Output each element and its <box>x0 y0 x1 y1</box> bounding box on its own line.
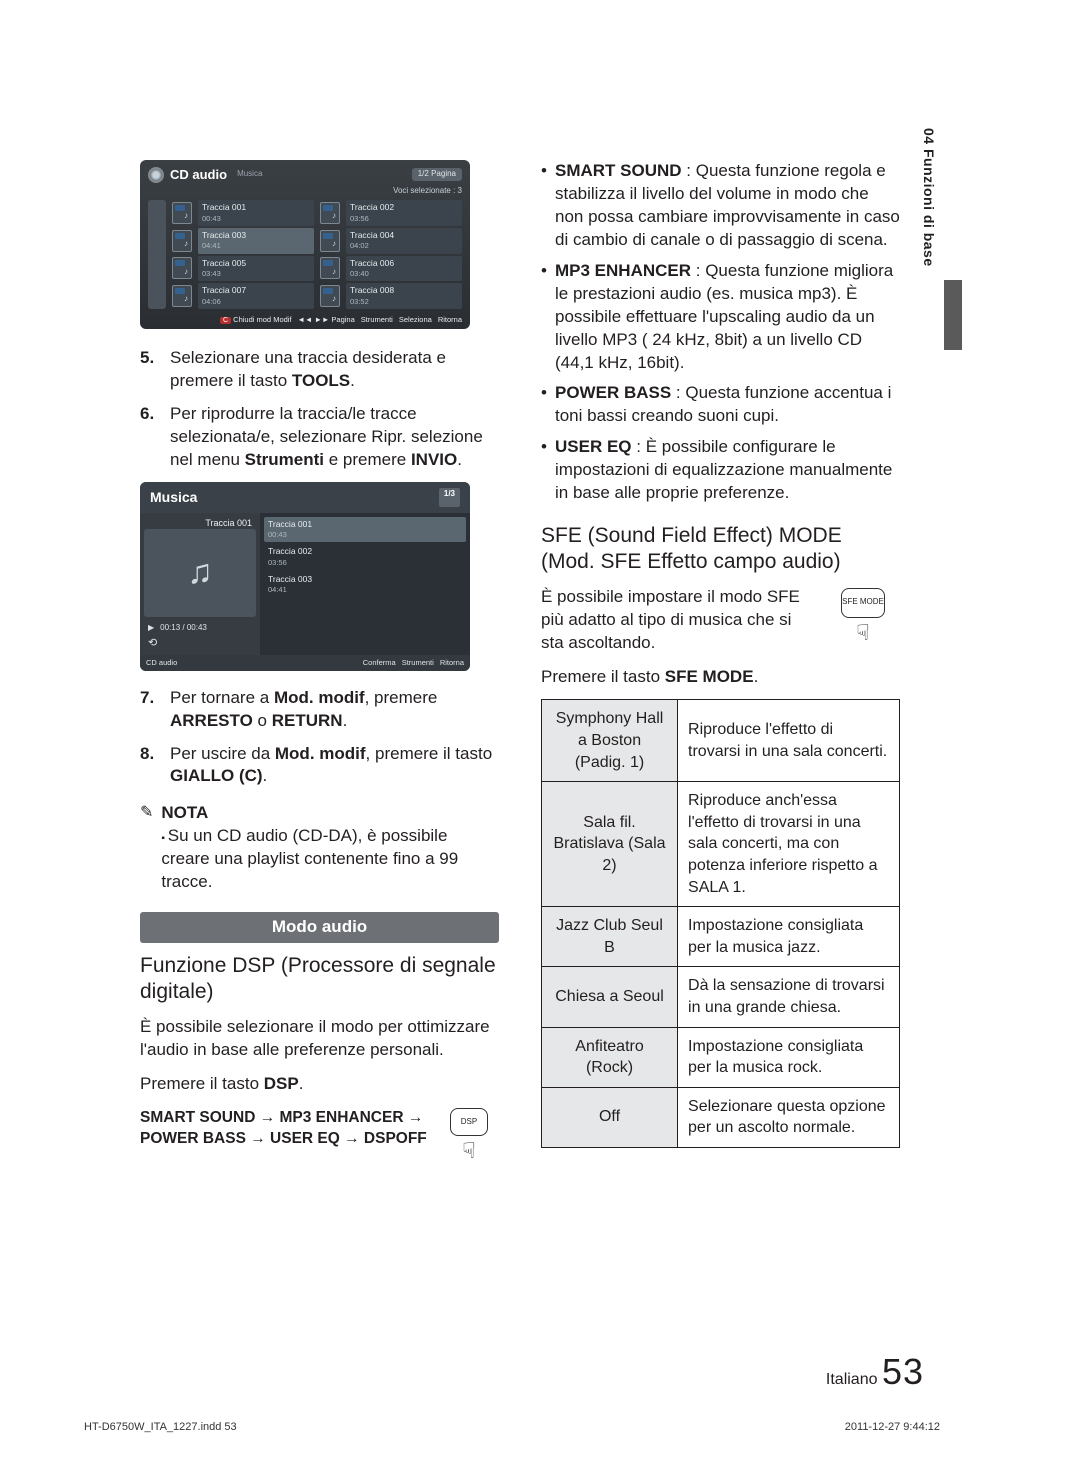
dsp-heading: Funzione DSP (Processore di segnale digi… <box>140 953 499 1006</box>
select-label: Seleziona <box>399 315 432 325</box>
musica-current-track: Traccia 001 <box>144 517 256 529</box>
note-label: NOTA <box>161 802 499 825</box>
note-block: ✎ NOTA Su un CD audio (CD-DA), è possibi… <box>140 802 499 894</box>
cd-disc-icon <box>148 167 164 183</box>
left-column: CD audio Musica 1/2 Pagina Voci selezion… <box>140 160 499 1162</box>
sfe-mode-table: Symphony Hall a Boston (Padig. 1)Riprodu… <box>541 699 900 1148</box>
musica-title: Musica <box>150 488 197 507</box>
hand-icon: ☟ <box>439 1140 499 1162</box>
cd-title: CD audio <box>170 166 227 184</box>
note-items: Su un CD audio (CD-DA), è possibile crea… <box>161 825 499 894</box>
page-nav-label: ◄◄ ►► Pagina <box>298 315 355 325</box>
musica-footer-actions: ConfermaStrumentiRitorna <box>363 658 464 668</box>
sfe-heading: SFE (Sound Field Effect) MODE (Mod. SFE … <box>541 523 900 576</box>
page-num: 53 <box>882 1351 924 1392</box>
cd-side-thumb <box>148 200 166 308</box>
cd-subtitle: Musica <box>237 169 262 180</box>
dsp-btn-label: DSP <box>461 1117 477 1128</box>
print-meta-right: 2011-12-27 9:44:12 <box>845 1420 940 1435</box>
steps-list-b: 7.Per tornare a Mod. modif, premere ARRE… <box>140 687 499 789</box>
sfe-press: Premere il tasto SFE MODE. <box>541 666 812 689</box>
cd-selected-count: Voci selezionate : 3 <box>148 186 462 197</box>
return-label: Ritorna <box>438 315 462 325</box>
side-accent <box>944 280 962 350</box>
cd-audio-panel: CD audio Musica 1/2 Pagina Voci selezion… <box>140 160 470 329</box>
right-column: SMART SOUND : Questa funzione regola e s… <box>541 160 900 1162</box>
page-number: Italiano 53 <box>826 1348 924 1397</box>
musica-pager: 1/3 <box>439 488 460 507</box>
musica-panel: Musica 1/3 Traccia 001 ♫ ▶ 00:13 / 00:43… <box>140 482 470 671</box>
tools-label: Strumenti <box>361 315 393 325</box>
hand-icon: ☟ <box>826 622 900 644</box>
modo-audio-banner: Modo audio <box>140 912 499 943</box>
cd-footer: C Chiudi mod Modif ◄◄ ►► Pagina Strument… <box>148 315 462 325</box>
musica-source: CD audio <box>146 658 177 668</box>
chapter-side-tab: 04 Funzioni di base <box>919 128 938 267</box>
repeat-icon: ⟲ <box>144 636 256 651</box>
musica-progress: 00:13 / 00:43 <box>160 623 207 634</box>
steps-list-a: 5.Selezionare una traccia desiderata e p… <box>140 347 499 472</box>
print-meta-left: HT-D6750W_ITA_1227.indd 53 <box>84 1420 237 1435</box>
cd-track-list: Traccia 00100:43Traccia 00203:56Traccia … <box>172 200 462 308</box>
cd-pager: 1/2 Pagina <box>412 168 462 181</box>
page-lang: Italiano <box>826 1371 878 1388</box>
play-icon: ▶ <box>148 623 154 634</box>
dsp-press: Premere il tasto DSP. <box>140 1073 499 1096</box>
close-badge: C <box>220 317 231 324</box>
sfe-remote-icon: SFE MODE ☟ <box>826 586 900 690</box>
note-icon: ✎ <box>140 802 153 824</box>
album-art-icon: ♫ <box>144 529 256 617</box>
dsp-remote-icon: DSP ☟ <box>439 1108 499 1162</box>
sfe-body: È possibile impostare il modo SFE più ad… <box>541 586 812 655</box>
close-label: Chiudi mod Modif <box>233 315 291 324</box>
dsp-body: È possibile selezionare il modo per otti… <box>140 1016 499 1062</box>
sfe-btn-label: SFE MODE <box>842 597 884 608</box>
musica-track-list: Traccia 00100:43Traccia 00203:56Traccia … <box>260 513 470 655</box>
feature-list: SMART SOUND : Questa funzione regola e s… <box>541 160 900 505</box>
